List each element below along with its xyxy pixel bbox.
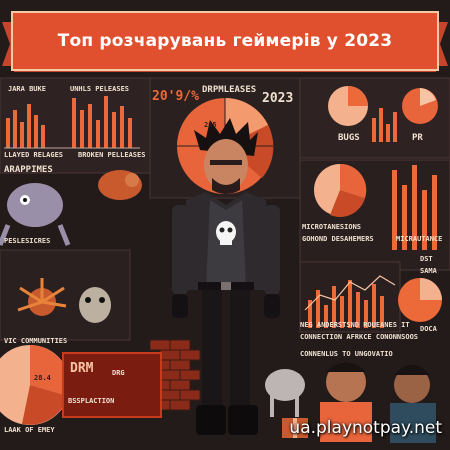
squirrel-creature-icon: [98, 170, 142, 200]
label-left-2: BROKEN PELLEASES: [78, 151, 146, 159]
pie-chart-icon: [0, 345, 70, 425]
gift-box-icon: [282, 418, 308, 438]
label-left-4: VIC COMMUNITIES: [4, 337, 68, 345]
label-top-left-2: UNHLS PELEASES: [70, 85, 130, 93]
label-drm-sub: DRG: [112, 369, 125, 377]
label-left-5: LAAK OF EMEY: [4, 426, 55, 434]
pie-chart-icon: [398, 278, 442, 322]
rat-creature-icon: [79, 287, 111, 323]
label-gohond: GOHOND DESAHEMERS: [302, 235, 374, 243]
label-right-micro: MICRAUTANCE: [396, 235, 443, 243]
label-left-1b: ARAPPIMES: [4, 165, 53, 175]
site-watermark: ua.playnotpay.net: [289, 418, 442, 438]
label-right-doca: DOCA: [420, 325, 437, 333]
character-avatar-icon: [172, 118, 280, 435]
label-drm-sub2: BSSPLACTION: [68, 397, 115, 405]
bar-chart-icon: [6, 96, 132, 148]
label-top-left: JARA BUKE: [8, 85, 46, 93]
drm-panel: [62, 352, 162, 418]
label-bottom-mid-2: CONNECTION AFRKCE CONONNSOOS: [300, 333, 419, 341]
character-avatar-icon: [320, 362, 372, 442]
label-right-sama: SAMA: [420, 267, 437, 275]
banner-title: Топ розчарувань геймерів у 2023: [57, 31, 393, 51]
punisher-skull-icon: [216, 221, 236, 245]
bar-chart-icon: [392, 165, 437, 250]
character-avatar-icon: [390, 365, 436, 443]
bar-chart-icon: [372, 108, 397, 142]
panel-mid-left: [0, 249, 131, 341]
label-drm-title: DRM: [70, 361, 94, 376]
bar-chart-icon: [299, 261, 401, 333]
title-banner-shape: [2, 11, 448, 72]
goat-creature-icon: [265, 369, 305, 417]
label-pie-bottom-left: 28.4: [34, 374, 51, 382]
label-top-center: DRPMLEASES: [202, 85, 257, 95]
label-microtransactions: MICROTANESIONS: [302, 223, 362, 231]
label-bottom-mid-3: CONNENLUS TO UNGOVATIO: [300, 350, 393, 358]
label-top-center-year: 2023: [262, 91, 294, 106]
label-left-3: PESLESICRES: [4, 237, 51, 245]
label-pie-inner: 265: [204, 121, 217, 129]
label-bugs: BUGS: [338, 133, 360, 143]
title-banner: Топ розчарувань геймерів у 2023: [12, 12, 438, 70]
robot-creature-icon: [0, 183, 71, 246]
spiky-creature-icon: [17, 278, 67, 316]
label-left-1: LLAYED RELAGES: [4, 151, 64, 159]
pie-chart-icon: [328, 86, 438, 126]
label-top-center-left: 20'9/%: [152, 89, 199, 104]
label-pr: PR: [412, 133, 423, 143]
pie-chart-icon: [314, 163, 367, 217]
label-right-ost: DST: [420, 255, 433, 263]
label-bottom-mid-1: NEG ANDERSTSND ROUEANES IT: [300, 321, 410, 329]
